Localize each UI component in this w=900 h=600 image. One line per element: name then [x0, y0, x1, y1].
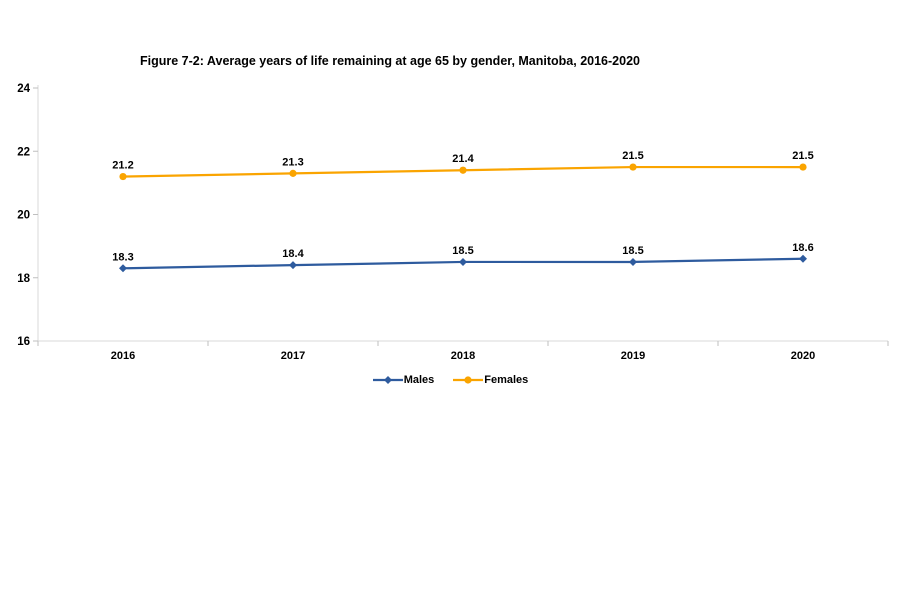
data-label-males: 18.4 [282, 248, 304, 260]
x-category-label: 2019 [621, 350, 645, 362]
y-tick-label: 18 [17, 273, 30, 285]
y-tick-label: 22 [17, 146, 30, 158]
line-chart: 16 18 20 22 24 2016 2017 2018 2019 2020 18.3 18.4 18… [17, 83, 889, 362]
legend-label-females: Females [484, 374, 529, 386]
marker-males [289, 261, 297, 270]
data-label-females: 21.5 [622, 150, 643, 162]
legend-item-females: Females [452, 374, 528, 386]
data-label-males: 18.3 [112, 251, 133, 263]
x-category-label: 2018 [451, 350, 475, 362]
males-line-marker-icon [372, 376, 403, 384]
chart-legend: Males Females [0, 374, 900, 386]
data-label-males: 18.5 [452, 245, 473, 257]
marker-females [459, 166, 467, 174]
marker-males [119, 264, 127, 273]
data-label-females: 21.3 [282, 156, 303, 168]
x-category-label: 2020 [791, 350, 815, 362]
data-label-females: 21.5 [792, 150, 813, 162]
marker-females [799, 163, 807, 171]
x-category-label: 2016 [111, 350, 135, 362]
x-category-label: 2017 [281, 350, 305, 362]
data-label-females: 21.4 [452, 153, 474, 165]
data-label-males: 18.5 [622, 245, 643, 257]
y-tick-label: 24 [17, 83, 30, 95]
females-line-marker-icon [453, 376, 484, 384]
y-tick-label: 20 [17, 210, 30, 222]
chart-title: Figure 7-2: Average years of life remain… [140, 54, 640, 68]
marker-males [799, 254, 807, 263]
legend-item-males: Males [372, 374, 435, 386]
marker-males [459, 257, 467, 266]
marker-females [119, 172, 127, 181]
marker-females [289, 169, 297, 177]
data-label-males: 18.6 [792, 242, 813, 254]
marker-males [629, 257, 637, 266]
y-tick-label: 16 [17, 336, 30, 348]
marker-females [629, 163, 637, 171]
data-label-females: 21.2 [112, 160, 133, 172]
legend-label-males: Males [403, 374, 435, 386]
